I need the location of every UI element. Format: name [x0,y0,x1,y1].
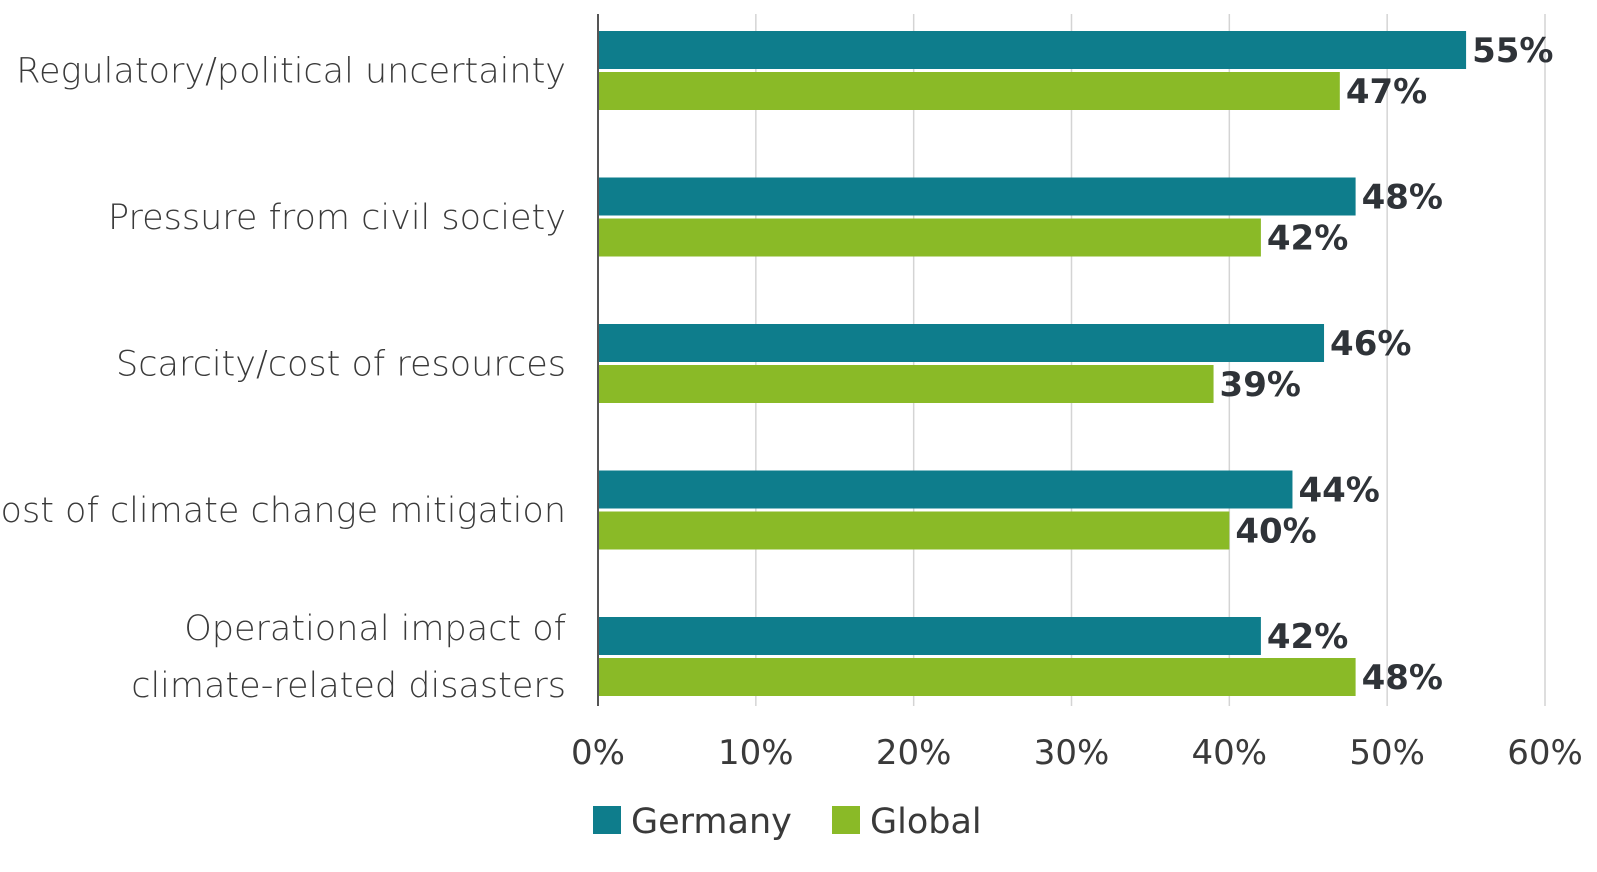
bar-global [598,658,1356,696]
x-tick-label: 30% [1034,733,1110,773]
x-tick-label: 60% [1507,733,1583,773]
data-label: 48% [1362,658,1443,698]
category-label: Pressure from civil society [108,198,566,238]
data-label: 47% [1346,72,1427,112]
legend-label-germany: Germany [631,802,792,842]
x-tick-label: 40% [1192,733,1268,773]
bar-germany [598,31,1467,69]
data-label: 39% [1220,365,1301,405]
bar-germany [598,177,1356,216]
category-label: Operational impact of [184,609,566,649]
bar-global [598,218,1261,257]
data-label: 55% [1472,31,1553,71]
category-label: Regulatory/political uncertainty [16,52,566,92]
bar-germany [598,617,1261,655]
bars [598,31,1467,696]
bar-global [598,72,1340,110]
bar-global [598,511,1230,550]
data-label: 44% [1298,471,1379,511]
x-tick-label: 50% [1349,733,1425,773]
data-label: 42% [1267,617,1348,657]
data-label: 42% [1267,219,1348,259]
x-tick-label: 20% [876,733,952,773]
legend: Germany Global [593,802,982,842]
category-label: Cost of climate change mitigation [0,491,566,531]
data-label: 48% [1362,178,1443,218]
category-label: climate-related disasters [131,666,566,706]
data-label: 46% [1330,324,1411,364]
x-tick-label: 10% [718,733,794,773]
bar-global [598,365,1214,403]
legend-swatch-germany [593,806,621,834]
x-tick-label: 0% [571,733,625,773]
legend-swatch-global [832,806,860,834]
bar-germany [598,470,1293,509]
data-label: 40% [1235,512,1316,552]
legend-label-global: Global [870,802,982,842]
category-label: Scarcity/cost of resources [116,345,566,385]
bar-germany [598,324,1325,362]
labels: 0% 10% 20% 30% 40% 50% 60% 55% 47% Regulatory/pol… [0,31,1583,773]
